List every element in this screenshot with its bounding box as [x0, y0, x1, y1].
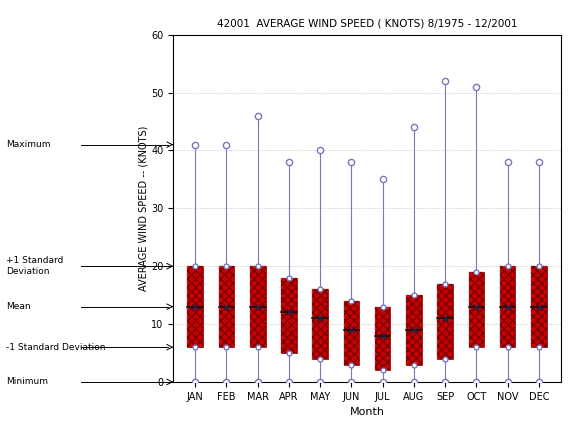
Bar [500, 266, 516, 347]
Bar [531, 266, 547, 347]
Bar [281, 278, 297, 353]
Bar [343, 301, 359, 365]
Bar [312, 289, 328, 359]
Bar [375, 307, 391, 370]
Bar [438, 283, 453, 359]
Bar [250, 266, 265, 347]
Text: +1 Standard
Deviation: +1 Standard Deviation [6, 256, 63, 276]
Bar [281, 278, 297, 353]
Bar [218, 266, 234, 347]
Text: Minimum: Minimum [6, 378, 48, 386]
Bar [187, 266, 203, 347]
Bar [187, 266, 203, 347]
Text: Mean: Mean [6, 302, 31, 311]
Bar [218, 266, 234, 347]
Bar [531, 266, 547, 347]
Bar [406, 295, 422, 365]
X-axis label: Month: Month [350, 407, 384, 417]
Bar [500, 266, 516, 347]
Bar [375, 307, 391, 370]
Text: -1 Standard Deviation: -1 Standard Deviation [6, 343, 105, 352]
Title: 42001  AVERAGE WIND SPEED ( KNOTS) 8/1975 - 12/2001: 42001 AVERAGE WIND SPEED ( KNOTS) 8/1975… [217, 18, 517, 28]
Bar [406, 295, 422, 365]
Bar [469, 272, 484, 347]
Bar [343, 301, 359, 365]
Bar [250, 266, 265, 347]
Bar [469, 272, 484, 347]
Bar [438, 283, 453, 359]
Bar [312, 289, 328, 359]
Y-axis label: AVERAGE WIND SPEED -- (KNOTS): AVERAGE WIND SPEED -- (KNOTS) [139, 125, 149, 291]
Text: Maximum: Maximum [6, 140, 50, 149]
